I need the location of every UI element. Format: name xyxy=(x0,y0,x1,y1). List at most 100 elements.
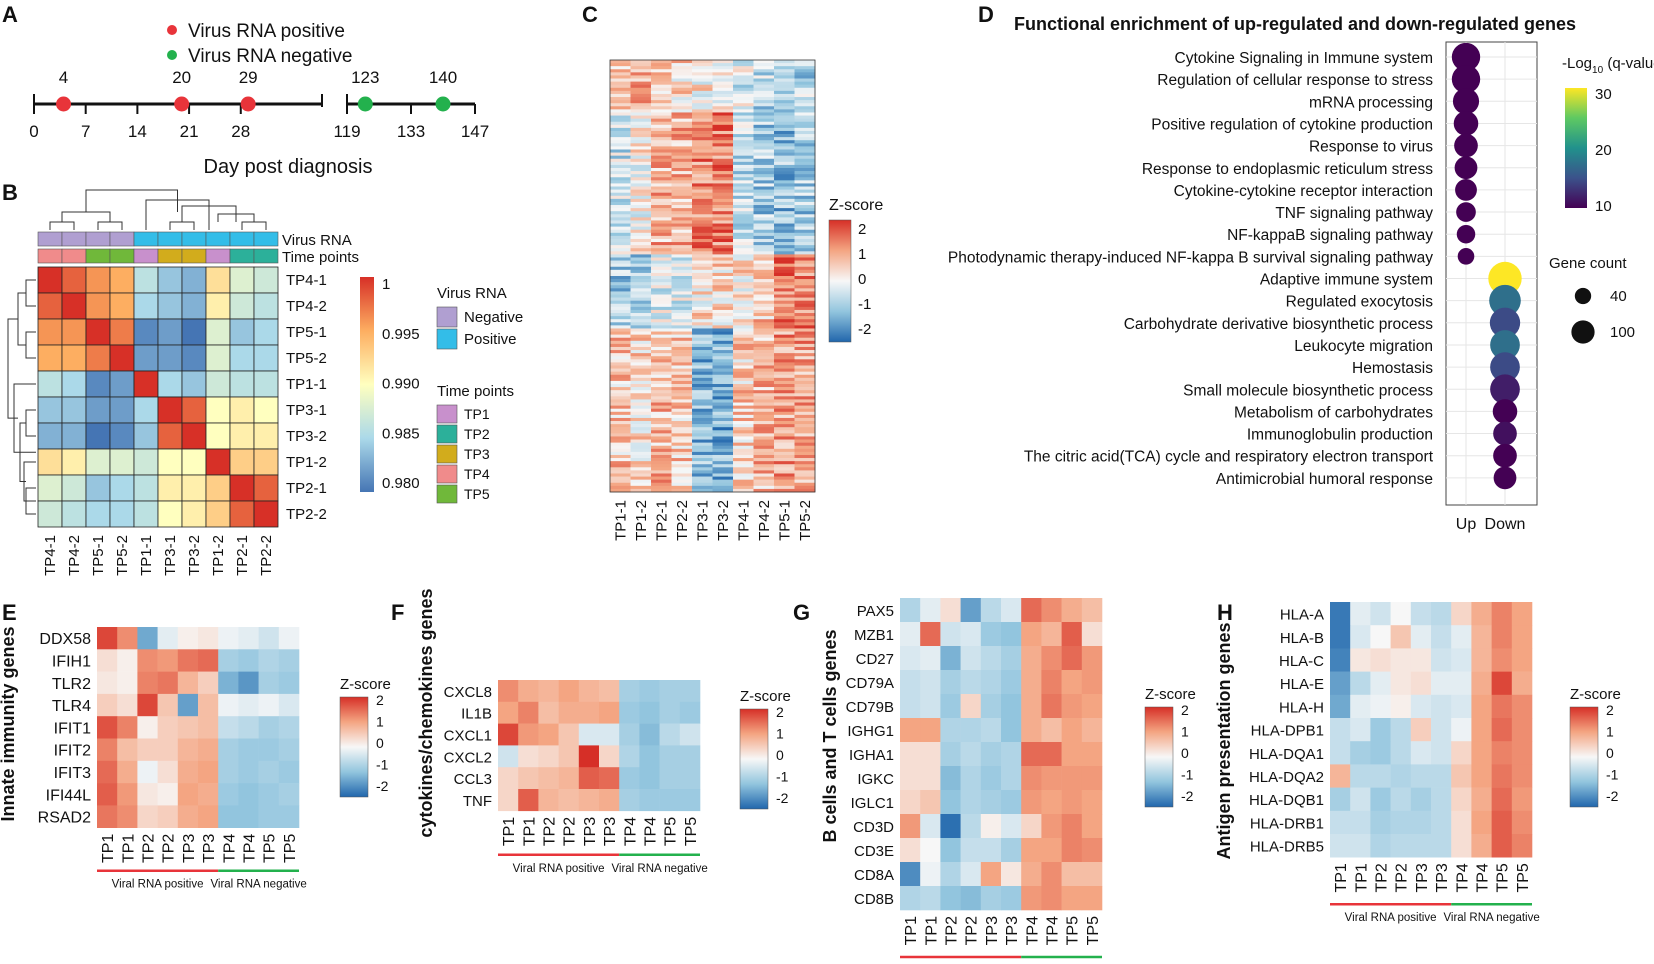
heatmap-cell xyxy=(794,276,816,280)
column-label: TP3 xyxy=(1414,863,1431,892)
column-label: TP3-1 xyxy=(162,535,179,576)
heatmap-cell xyxy=(157,716,179,739)
heatmap-cell xyxy=(630,461,652,465)
term-label: Photodynamic therapy-induced NF-kappa B … xyxy=(948,249,1433,266)
heatmap-cell xyxy=(774,152,795,156)
colorbar-title: -Log10 (q-value) xyxy=(1562,55,1654,76)
heatmap-cell xyxy=(1410,602,1432,626)
heatmap-cell xyxy=(1081,886,1103,911)
colorbar-tick-label: -2 xyxy=(1606,788,1619,804)
heatmap-cell xyxy=(774,439,795,443)
heatmap-cell xyxy=(774,454,795,459)
heatmap-cell xyxy=(1061,598,1083,623)
heatmap-cell xyxy=(37,448,63,476)
heatmap-cell xyxy=(157,500,183,528)
virus-rna-row-label: Virus RNA xyxy=(282,232,352,249)
heatmap-cell xyxy=(630,140,652,144)
heatmap-cell xyxy=(671,235,693,240)
heatmap-cell xyxy=(630,374,652,379)
dendrogram-branch xyxy=(97,221,123,230)
heatmap-cell xyxy=(733,152,754,156)
heatmap-cell xyxy=(733,211,754,215)
heatmap-cell xyxy=(794,217,816,221)
column-label: TP5 xyxy=(262,834,279,863)
heatmap-cell xyxy=(794,146,816,150)
heatmap-cell xyxy=(774,322,795,326)
heatmap-cell xyxy=(794,402,816,406)
heatmap-cell xyxy=(278,805,300,828)
heatmap-cell xyxy=(137,693,158,717)
heatmap-cell xyxy=(109,266,135,294)
heatmap-cell xyxy=(1041,646,1062,671)
heatmap-cell xyxy=(753,248,775,252)
heatmap-cell xyxy=(1511,718,1533,742)
heatmap-cell xyxy=(774,75,795,79)
heatmap-cell xyxy=(712,402,734,406)
heatmap-cell xyxy=(1431,694,1452,719)
heatmap-cell xyxy=(1330,741,1351,765)
heatmap-cell xyxy=(940,886,961,911)
column-label: TP1 xyxy=(120,834,137,863)
heatmap-cell xyxy=(1330,671,1351,696)
heatmap-cell xyxy=(774,319,795,323)
heatmap-cell xyxy=(61,292,87,320)
heatmap-cell xyxy=(671,417,693,422)
heatmap-cell xyxy=(980,790,1002,815)
heatmap-cell xyxy=(733,316,754,320)
heatmap-cell xyxy=(85,344,111,372)
heatmap-cell xyxy=(258,649,280,672)
heatmap-cell xyxy=(794,316,816,320)
heatmap-cell xyxy=(1001,766,1022,791)
gene-label: CD3D xyxy=(853,819,894,836)
heatmap-cell xyxy=(1061,646,1083,671)
heatmap-cell xyxy=(733,488,754,493)
heatmap-cell xyxy=(610,476,631,480)
heatmap-cell xyxy=(651,195,672,200)
heatmap-cell xyxy=(774,242,795,246)
heatmap-cell xyxy=(774,417,795,422)
heatmap-cell xyxy=(733,285,754,289)
heatmap-cell xyxy=(671,112,693,116)
gene-label: CXCL2 xyxy=(444,749,492,766)
sampling-day-label: 123 xyxy=(351,68,379,87)
heatmap-cell xyxy=(610,183,631,187)
heatmap-cell xyxy=(712,124,734,129)
heatmap-cell xyxy=(630,260,652,264)
heatmap-cell xyxy=(610,226,631,231)
heatmap-cell xyxy=(610,100,631,104)
heatmap-cell xyxy=(753,106,775,110)
heatmap-cell xyxy=(671,380,693,385)
column-label: TP2-2 xyxy=(674,500,691,541)
heatmap-cell xyxy=(692,112,713,116)
heatmap-cell xyxy=(692,322,713,326)
heatmap-cell xyxy=(1021,622,1042,647)
heatmap-cell xyxy=(630,130,652,135)
heatmap-cell xyxy=(278,738,300,762)
heatmap-cell xyxy=(651,201,672,206)
heatmap-cell xyxy=(753,464,775,468)
heatmap-cell xyxy=(753,78,775,82)
heatmap-cell xyxy=(733,248,754,252)
heatmap-cell xyxy=(794,359,816,363)
heatmap-cell xyxy=(610,430,631,434)
heatmap-cell xyxy=(774,433,795,437)
heatmap-cell xyxy=(794,152,816,156)
heatmap-cell xyxy=(671,161,693,166)
heatmap-cell xyxy=(610,279,631,283)
heatmap-cell xyxy=(753,442,775,447)
heatmap-cell xyxy=(109,422,135,450)
term-label: The citric acid(TCA) cycle and respirato… xyxy=(1024,449,1434,466)
heatmap-cell xyxy=(177,716,199,739)
heatmap-cell xyxy=(157,396,183,424)
virus-annotation-cell xyxy=(85,231,111,247)
heatmap-cell xyxy=(651,134,672,138)
heatmap-cell xyxy=(753,201,775,206)
heatmap-cell xyxy=(651,300,672,305)
heatmap-cell xyxy=(692,439,713,443)
heatmap-cell xyxy=(679,767,701,790)
heatmap-cell xyxy=(733,93,754,98)
heatmap-cell xyxy=(610,205,631,209)
column-label: TP4-1 xyxy=(42,535,59,576)
heatmap-cell xyxy=(630,214,652,218)
